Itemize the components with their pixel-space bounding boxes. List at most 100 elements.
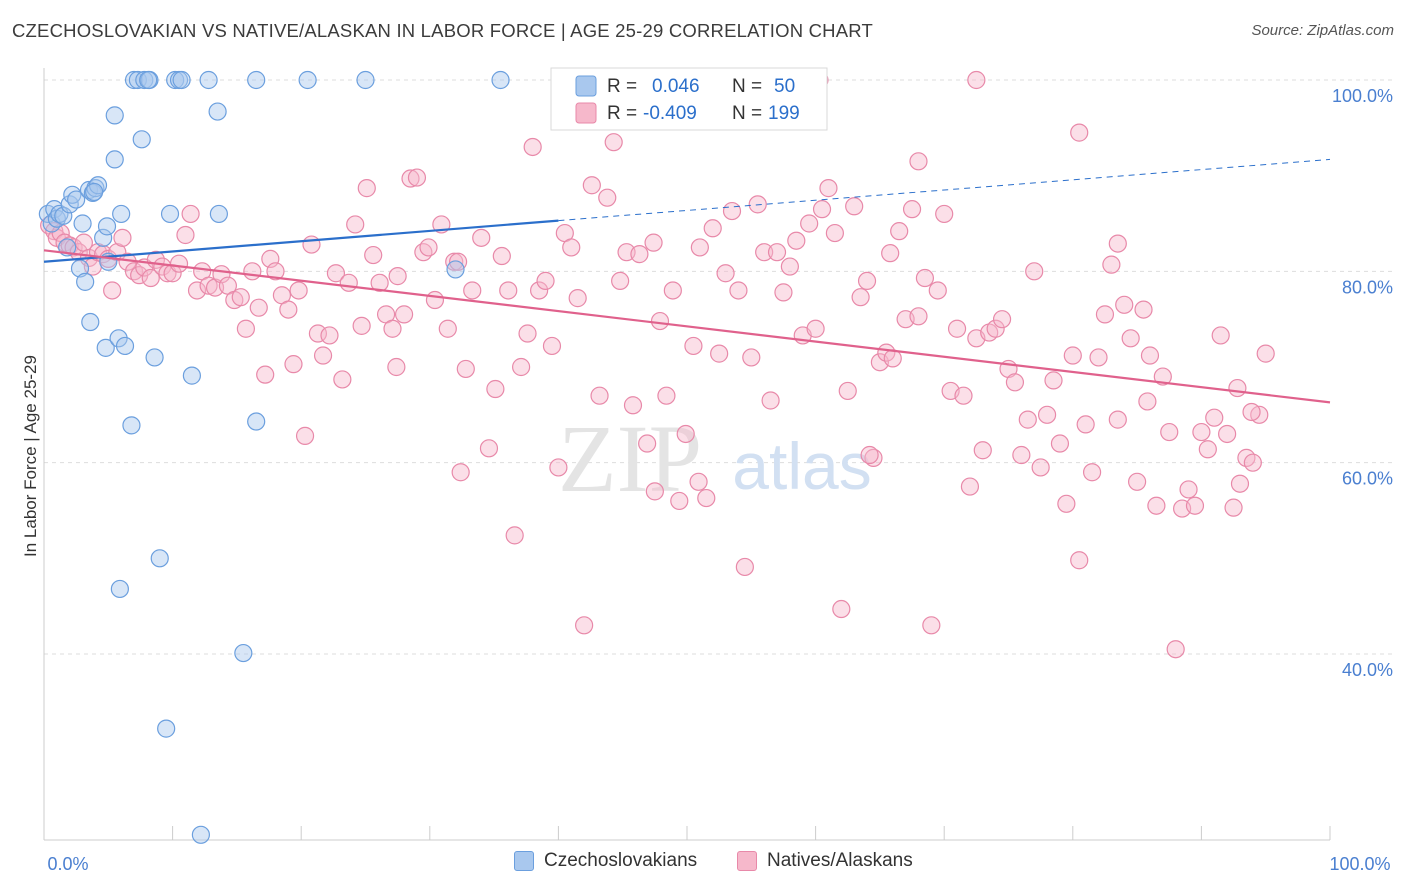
czechoslovakian-point [132, 130, 151, 149]
native-alaskan-point [313, 346, 333, 365]
native-alaskan-point [960, 477, 980, 496]
native-alaskan-point [1134, 300, 1153, 319]
native-alaskan-point [1179, 480, 1198, 499]
czechoslovakian-point [124, 70, 144, 90]
native-alaskan-point [800, 214, 819, 233]
native-alaskan-point [670, 491, 689, 511]
native-alaskan-point [266, 262, 285, 281]
native-alaskan-point [787, 231, 806, 250]
native-alaskan-point [623, 396, 643, 415]
gridlines [44, 79, 1395, 655]
czechoslovakian-point [81, 312, 100, 332]
native-alaskan-point [832, 599, 851, 619]
y-tick-label: 80.0% [1342, 277, 1393, 297]
native-alaskan-point [103, 281, 122, 300]
native-alaskan-point [735, 557, 754, 577]
native-alaskan-point [1063, 346, 1082, 365]
native-alaskan-point [1127, 472, 1147, 491]
czechoslovakian-point [208, 102, 227, 121]
czechoslovakian-point [115, 336, 135, 356]
x-tick-label-max: 100.0% [1329, 854, 1390, 874]
native-alaskan-point [536, 271, 555, 290]
native-alaskan-point [169, 254, 189, 273]
legend-swatch-czechoslovakians [514, 851, 534, 871]
native-alaskan-point [176, 225, 195, 245]
native-alaskan-point [663, 281, 682, 300]
stats-legend: R = 0.046 N = 50 R = -0.409 N = 199 [550, 67, 828, 131]
native-alaskan-point [767, 243, 787, 262]
czechoslovakian-point [112, 204, 131, 224]
native-alaskan-point [387, 357, 406, 377]
czechoslovakian-point [135, 70, 154, 90]
native-alaskan-point [1070, 123, 1089, 142]
native-alaskan-point [542, 336, 562, 356]
czechoslovakian-point [96, 338, 115, 357]
y-axis-label: In Labor Force | Age 25-29 [21, 355, 40, 557]
native-alaskan-point [486, 379, 505, 399]
czechoslovakians-points [38, 70, 510, 844]
czechoslovakian-point [110, 579, 129, 599]
native-alaskan-point [1108, 234, 1127, 253]
native-alaskan-point [55, 233, 74, 252]
native-alaskan-point [1005, 373, 1025, 392]
native-alaskan-point [845, 197, 864, 216]
native-alaskan-point [1242, 402, 1261, 422]
native-alaskan-point [1057, 494, 1076, 513]
native-alaskan-point [967, 70, 986, 90]
native-alaskan-point [703, 219, 722, 238]
czechoslovakian-point [298, 70, 317, 90]
native-alaskan-point [881, 244, 900, 263]
legend-r-label-pink: R = [607, 103, 637, 124]
native-alaskan-point [333, 370, 352, 389]
native-alaskan-point [729, 281, 748, 300]
legend-r-value-blue: 0.046 [652, 76, 700, 97]
czechoslovakian-point [247, 412, 266, 431]
native-alaskan-point [1102, 255, 1121, 274]
native-alaskan-point [928, 281, 947, 300]
native-alaskan-point [562, 238, 581, 257]
native-alaskan-point [326, 264, 346, 283]
legend-item-natives-alaskans: Natives/Alaskans [737, 850, 913, 872]
native-alaskan-point [954, 386, 973, 405]
native-alaskan-point [568, 289, 587, 308]
native-alaskan-point [236, 319, 256, 338]
native-alaskan-point [780, 257, 799, 276]
native-alaskan-point [638, 434, 657, 453]
native-alaskan-point [915, 268, 935, 288]
native-alaskan-point [657, 386, 676, 405]
native-alaskan-point [549, 458, 568, 477]
czechoslovakian-point [247, 70, 266, 90]
native-alaskan-point [320, 326, 339, 345]
native-alaskan-point [1218, 424, 1237, 444]
y-tick-label: 40.0% [1342, 660, 1393, 680]
legend-box [550, 67, 828, 131]
native-alaskan-point [947, 319, 967, 338]
native-alaskan-point [851, 288, 870, 307]
watermark-zip: ZIP [558, 405, 702, 512]
native-alaskan-point [1070, 551, 1089, 570]
native-alaskan-point [604, 133, 623, 152]
native-alaskan-point [279, 300, 298, 319]
czechoslovakians-trend-line [43, 219, 559, 263]
native-alaskan-point [986, 319, 1005, 338]
native-alaskan-point [512, 357, 531, 377]
native-alaskan-point [1205, 408, 1224, 427]
native-alaskan-point [339, 273, 358, 292]
native-alaskan-point [1018, 410, 1037, 429]
native-alaskan-point [684, 336, 703, 356]
legend-swatch-pink [575, 102, 597, 124]
trend-lines [43, 158, 1331, 404]
native-alaskan-point [1138, 392, 1157, 411]
native-alaskan-point [451, 463, 470, 482]
chart-title: CZECHOSLOVAKIAN VS NATIVE/ALASKAN IN LAB… [12, 20, 873, 41]
native-alaskan-point [1044, 371, 1063, 390]
native-alaskan-point [499, 281, 518, 300]
zipatlas-watermark: ZIP atlas [558, 405, 872, 512]
legend-n-value-pink: 199 [768, 103, 800, 124]
native-alaskan-point [243, 262, 262, 281]
native-alaskan-point [1153, 367, 1172, 386]
native-alaskan-point [1095, 305, 1115, 324]
czechoslovakian-point [139, 70, 158, 90]
native-alaskan-point [590, 386, 609, 405]
native-alaskan-point [1082, 463, 1102, 482]
